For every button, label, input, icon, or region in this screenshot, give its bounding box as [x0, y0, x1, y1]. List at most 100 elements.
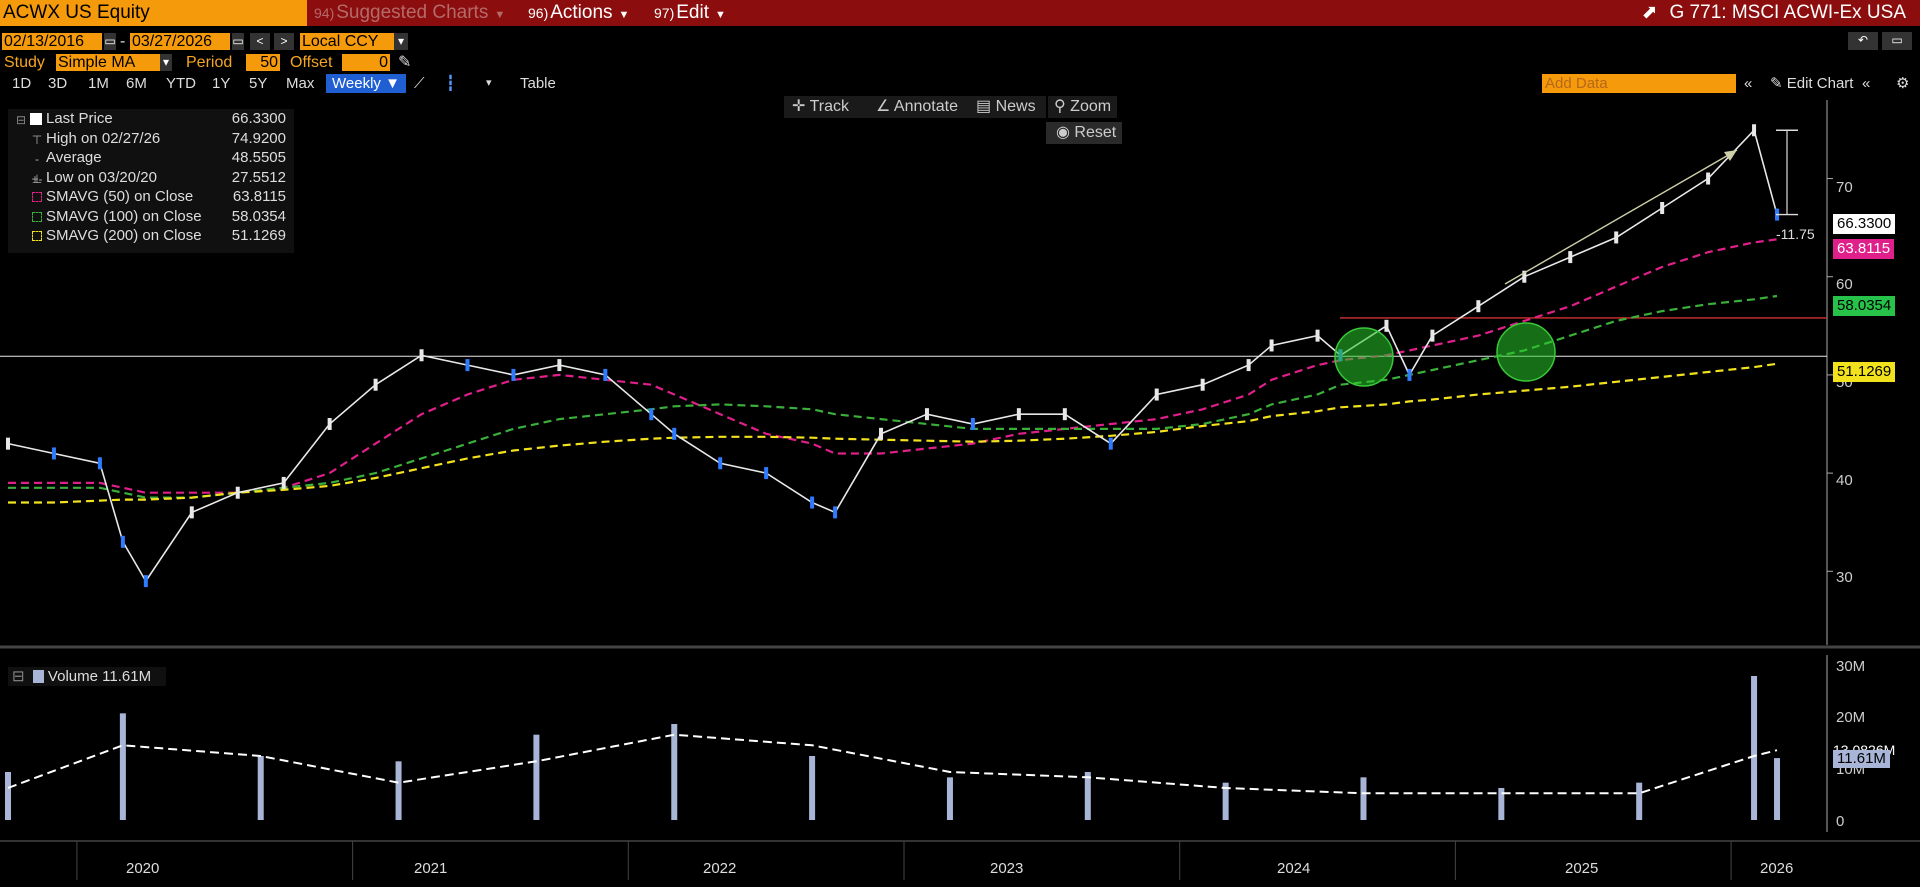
more-icon[interactable]: ▭	[1882, 32, 1912, 50]
highlight-circle	[1496, 322, 1556, 382]
sma50-swatch	[30, 189, 44, 209]
price-bar	[1384, 319, 1389, 332]
annotate-button[interactable]: ∠ Annotate	[876, 96, 958, 118]
annotate-label: Annotate	[893, 98, 958, 115]
price-bar	[1269, 339, 1274, 352]
legend-row-low[interactable]: ⊥ Low on 03/20/20 27.5512	[8, 168, 294, 188]
study-select[interactable]: Simple MA	[56, 54, 172, 71]
legend-value: 51.1269	[231, 227, 286, 244]
volume-bar	[5, 772, 11, 820]
next-period-button[interactable]: >	[274, 33, 294, 50]
tf-1d[interactable]: 1D	[12, 75, 32, 92]
pencil-icon[interactable]: ✎	[398, 54, 412, 71]
collapse-icon[interactable]: «	[1862, 75, 1871, 92]
volume-legend[interactable]: ⊟ Volume 11.61M	[8, 667, 166, 686]
candlestick-icon[interactable]: ┇	[446, 75, 456, 92]
trend-arrow	[1504, 149, 1738, 285]
price-bar	[189, 506, 194, 519]
track-button[interactable]: ✛ Track	[792, 96, 849, 118]
calendar-icon[interactable]: ▭	[104, 33, 116, 50]
end-date-input[interactable]: 03/27/2026	[130, 33, 230, 50]
start-date-input[interactable]: 02/13/2016	[2, 33, 102, 50]
menu-number: 97)	[654, 5, 675, 21]
date-separator: -	[120, 33, 126, 50]
chevron-down-icon[interactable]: ▾	[394, 33, 408, 50]
chevron-down-icon[interactable]: ▾	[486, 77, 492, 89]
menu-actions[interactable]: 96) Actions ▼	[528, 0, 629, 26]
zoom-button[interactable]: ⚲ Zoom	[1048, 96, 1118, 118]
tf-6m[interactable]: 6M	[126, 75, 147, 92]
legend-name: SMAVG (100) on Close	[46, 207, 202, 225]
chart-tools	[784, 96, 1046, 118]
price-bar	[557, 359, 562, 372]
price-bar	[511, 368, 516, 381]
volume-tick: 0	[1836, 813, 1845, 830]
volume-tick: 30M	[1836, 658, 1866, 675]
frequency-select[interactable]: Weekly ▼	[326, 74, 406, 93]
tf-max[interactable]: Max	[286, 75, 315, 92]
external-link-icon: ⬈	[1641, 2, 1658, 23]
price-series	[6, 124, 1780, 588]
news-button[interactable]: ▤ News	[976, 96, 1036, 118]
price-bar	[649, 408, 654, 421]
annotations	[1334, 129, 1798, 387]
high-marker-icon: ⊤	[31, 132, 43, 147]
currency-select[interactable]: Local CCY	[300, 33, 400, 50]
edit-chart-label: Edit Chart	[1786, 75, 1854, 92]
tf-5y[interactable]: 5Y	[249, 75, 268, 92]
menu-number: 94)	[314, 5, 335, 21]
menu-edit[interactable]: 97) Edit ▼	[654, 0, 726, 26]
legend-name: High on 02/27/26	[46, 129, 161, 147]
price-bar	[1315, 329, 1320, 342]
collapse-icon[interactable]: «	[1744, 75, 1753, 92]
undo-icon[interactable]: ↶	[1848, 32, 1878, 50]
reset-button[interactable]: ◉ Reset	[1046, 122, 1122, 144]
chevron-down-icon[interactable]: ▾	[160, 54, 172, 71]
price-bar	[281, 476, 286, 489]
offset-input[interactable]: 0	[342, 54, 390, 71]
tf-3d[interactable]: 3D	[48, 75, 68, 92]
line-chart-icon[interactable]: ⟋	[414, 75, 425, 92]
settings-icon[interactable]: ⚙	[1896, 75, 1910, 92]
price-bar	[6, 437, 10, 450]
price-bar	[1568, 251, 1573, 264]
tf-ytd[interactable]: YTD	[166, 75, 196, 92]
volume-tick: 20M	[1836, 709, 1866, 726]
add-data-input[interactable]: Add Data	[1542, 74, 1736, 93]
legend-row-average[interactable]: -+- Average 48.5505	[8, 148, 294, 186]
track-label: Track	[809, 98, 849, 115]
table-button[interactable]: Table	[520, 75, 556, 92]
period-input[interactable]: 50	[246, 54, 280, 71]
average-marker-icon: -+-	[31, 152, 43, 186]
legend-row-high[interactable]: ⊤ High on 02/27/26 74.9200	[8, 129, 294, 149]
legend-row-sma200[interactable]: SMAVG (200) on Close 51.1269	[8, 226, 294, 246]
calendar-icon[interactable]: ▭	[232, 33, 244, 50]
tf-1m[interactable]: 1M	[88, 75, 109, 92]
tf-1y[interactable]: 1Y	[212, 75, 231, 92]
legend-row-sma100[interactable]: SMAVG (100) on Close 58.0354	[8, 207, 294, 227]
y-tick: 70	[1836, 179, 1853, 196]
edit-chart-button[interactable]: ✎ Edit Chart	[1770, 74, 1853, 93]
volume-label: Volume	[47, 668, 98, 685]
collapse-icon[interactable]: ⊟	[12, 668, 25, 685]
menu-suggested-charts[interactable]: 94) Suggested Charts ▼	[314, 0, 505, 26]
x-year-label: 2020	[126, 860, 160, 877]
security-field[interactable]: ACWX US Equity	[0, 0, 307, 26]
caret-down-icon: ▼	[385, 75, 400, 92]
sma50-line	[8, 238, 1778, 494]
legend-row-sma50[interactable]: SMAVG (50) on Close 63.8115	[8, 187, 294, 207]
price-bar	[1062, 408, 1067, 421]
legend-name: Low on 03/20/20	[46, 168, 157, 186]
prev-period-button[interactable]: <	[250, 33, 270, 50]
x-year-label: 2023	[990, 860, 1024, 877]
collapse-icon[interactable]: ⊟	[15, 113, 27, 127]
x-year-label: 2021	[414, 860, 448, 877]
x-year-label: 2025	[1565, 860, 1599, 877]
price-bar	[465, 359, 470, 372]
legend-row-last-price[interactable]: ⊟ Last Price 66.3300	[8, 109, 294, 129]
chart-launch[interactable]: ⬈ G 771: MSCI ACWI-Ex USA	[1642, 0, 1906, 26]
legend-name: Average	[46, 149, 102, 166]
magnifier-icon: ⚲	[1054, 98, 1071, 115]
chart-frame	[0, 100, 1920, 880]
